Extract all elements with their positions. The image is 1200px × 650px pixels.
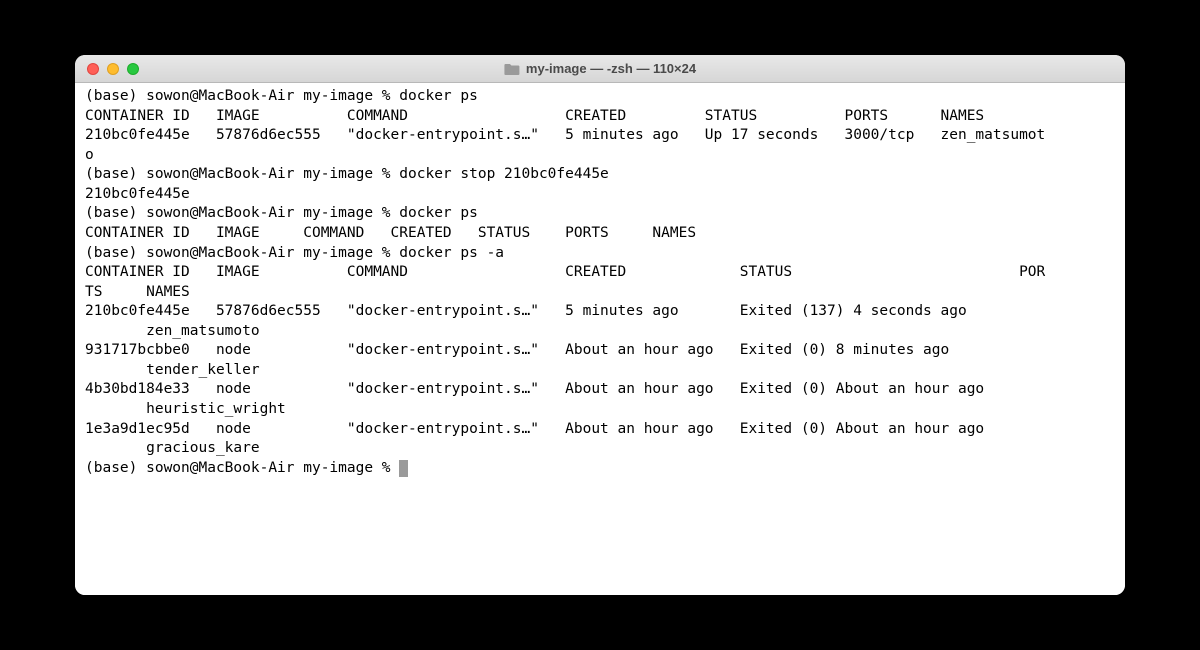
terminal-line: 931717bcbbe0 node "docker-entrypoint.s…"… [85, 342, 949, 358]
terminal-window: my-image — -zsh — 110×24 (base) sowon@Ma… [75, 55, 1125, 595]
terminal-line: (base) sowon@MacBook-Air my-image % dock… [85, 245, 504, 261]
terminal-line: 210bc0fe445e 57876d6ec555 "docker-entryp… [85, 127, 1045, 143]
terminal-line: (base) sowon@MacBook-Air my-image % dock… [85, 166, 609, 182]
terminal-line: CONTAINER ID IMAGE COMMAND CREATED STATU… [85, 108, 984, 124]
terminal-line: (base) sowon@MacBook-Air my-image % [85, 460, 399, 476]
window-title: my-image — -zsh — 110×24 [526, 61, 696, 76]
folder-icon [504, 62, 520, 76]
zoom-button[interactable] [127, 63, 139, 75]
close-button[interactable] [87, 63, 99, 75]
minimize-button[interactable] [107, 63, 119, 75]
terminal-body[interactable]: (base) sowon@MacBook-Air my-image % dock… [75, 83, 1125, 595]
terminal-line: 4b30bd184e33 node "docker-entrypoint.s…"… [85, 381, 984, 397]
terminal-line: 1e3a9d1ec95d node "docker-entrypoint.s…"… [85, 421, 984, 437]
window-title-container: my-image — -zsh — 110×24 [504, 61, 696, 76]
cursor [399, 460, 408, 477]
terminal-line: (base) sowon@MacBook-Air my-image % dock… [85, 88, 478, 104]
terminal-line: zen_matsumoto [85, 323, 260, 339]
titlebar: my-image — -zsh — 110×24 [75, 55, 1125, 83]
terminal-line: 210bc0fe445e 57876d6ec555 "docker-entryp… [85, 303, 967, 319]
terminal-line: CONTAINER ID IMAGE COMMAND CREATED STATU… [85, 264, 1045, 280]
terminal-line: tender_keller [85, 362, 260, 378]
traffic-lights [75, 63, 139, 75]
terminal-line: 210bc0fe445e [85, 186, 190, 202]
terminal-line: heuristic_wright [85, 401, 286, 417]
terminal-line: o [85, 147, 94, 163]
terminal-line: (base) sowon@MacBook-Air my-image % dock… [85, 205, 478, 221]
terminal-line: CONTAINER ID IMAGE COMMAND CREATED STATU… [85, 225, 696, 241]
terminal-line: gracious_kare [85, 440, 260, 456]
terminal-line: TS NAMES [85, 284, 190, 300]
